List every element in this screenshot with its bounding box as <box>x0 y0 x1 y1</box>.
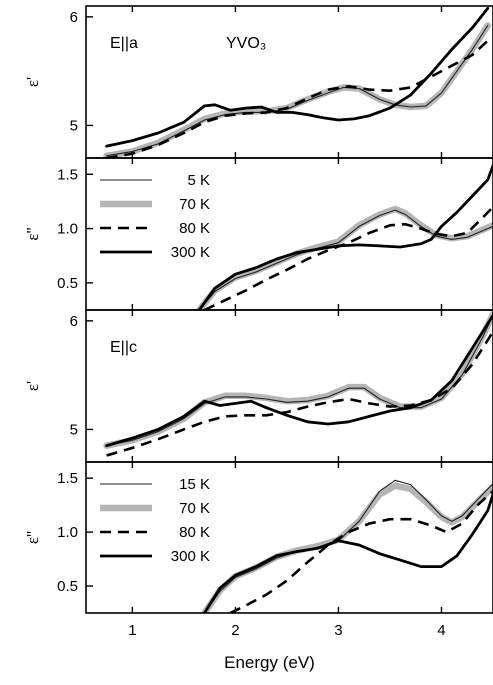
legend-label: 15 K <box>179 476 210 493</box>
x-tick-label: 4 <box>437 622 445 639</box>
series-line-80k <box>106 331 493 457</box>
panel-a_imag: 0.5 1.0 1.5 ε'' 5 K 70 K 80 K 300 K <box>23 157 493 311</box>
y-tick-label: 6 <box>70 313 78 330</box>
series-line-300k <box>197 164 493 310</box>
series-group <box>103 6 492 158</box>
x-tick-label: 3 <box>334 622 342 639</box>
y-tick-label: 0.5 <box>57 275 78 292</box>
legend: 5 K 70 K 80 K 300 K <box>100 172 210 261</box>
series-line-300k <box>105 6 490 148</box>
y-tick-label: 6 <box>70 9 78 26</box>
panel-annotation: YVO₃ <box>226 35 266 52</box>
legend-label: 5 K <box>187 172 210 189</box>
series-line-5k <box>198 209 493 310</box>
series-group <box>201 479 493 613</box>
series-line-80k <box>229 490 493 613</box>
legend-label: 300 K <box>171 548 210 565</box>
legend-label: 70 K <box>179 196 210 213</box>
series-group <box>196 164 493 310</box>
series-group <box>103 311 493 457</box>
plot-frame <box>85 461 493 614</box>
y-tick-label: 0.5 <box>57 578 78 595</box>
x-axis-label: Energy (eV) <box>224 653 315 672</box>
panel-a_real: 5 6 ε' E||a YVO₃ <box>23 5 493 159</box>
y-axis-label: ε' <box>23 381 42 391</box>
series-line-5k <box>106 24 489 157</box>
legend: 15 K 70 K 80 K 300 K <box>100 476 210 565</box>
x-tick-label: 2 <box>231 622 239 639</box>
y-tick-label: 1.0 <box>57 524 78 541</box>
y-tick-label: 1.5 <box>57 470 78 487</box>
y-axis-label: ε'' <box>23 531 42 544</box>
legend-label: 80 K <box>179 524 210 541</box>
y-axis-label: ε' <box>23 77 42 87</box>
panel-annotation: E||a <box>110 35 138 52</box>
series-line-15k <box>203 479 493 613</box>
series-line-5k <box>106 314 493 447</box>
y-axis-label: ε'' <box>23 227 42 240</box>
legend-label: 80 K <box>179 220 210 237</box>
series-line-80k <box>203 206 493 310</box>
panel-c_real: 5 6 ε' E||c <box>23 309 493 463</box>
series-line-70k <box>201 482 493 613</box>
series-line-70k <box>103 22 492 158</box>
y-tick-label: 1.0 <box>57 221 78 238</box>
y-tick-label: 5 <box>70 421 78 438</box>
x-tick-label: 1 <box>128 622 136 639</box>
series-line-300k <box>105 314 493 448</box>
y-tick-label: 5 <box>70 117 78 134</box>
series-line-80k <box>106 39 489 158</box>
legend-label: 70 K <box>179 500 210 517</box>
y-tick-label: 1.5 <box>57 166 78 183</box>
panel-annotation: E||c <box>110 339 137 356</box>
panel-c_imag: 0.5 1.0 1.5 ε'' 15 K 70 K 80 K 300 K 1 2 3 4 <box>23 461 493 639</box>
series-line-70k <box>196 205 493 310</box>
series-line-300k <box>203 493 493 613</box>
legend-label: 300 K <box>171 244 210 261</box>
plot-frame <box>85 309 493 463</box>
